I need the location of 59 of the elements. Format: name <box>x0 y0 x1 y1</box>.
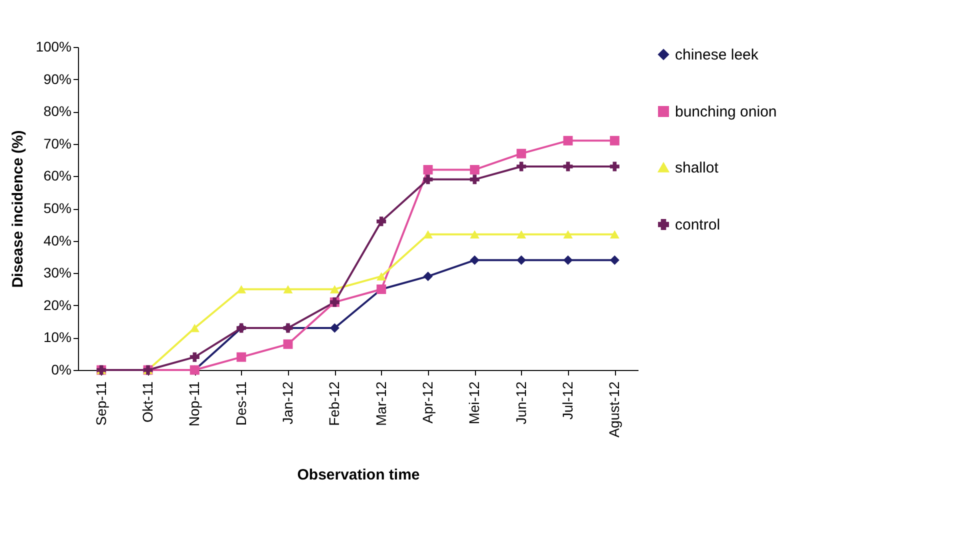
y-axis-title: Disease incidence (%) <box>10 130 27 288</box>
x-tick-label: Mei-12 <box>466 381 482 424</box>
x-tick-label: Jul-12 <box>560 381 576 420</box>
point <box>470 255 480 265</box>
y-tick-label: 50% <box>43 200 72 216</box>
x-tick-label: Apr-12 <box>420 381 436 424</box>
point <box>423 272 433 282</box>
x-tick-label: Jan-12 <box>280 381 296 424</box>
point <box>423 164 433 174</box>
point <box>330 285 340 294</box>
y-tick-label: 30% <box>43 264 72 281</box>
point <box>516 148 526 158</box>
point <box>563 230 573 238</box>
point <box>376 272 386 280</box>
legend-label: bunching onion <box>675 104 777 120</box>
y-tick-label: 40% <box>43 232 72 248</box>
point <box>423 174 433 184</box>
point <box>470 164 480 174</box>
x-tick-label: Mar-12 <box>372 381 389 426</box>
x-tick-label: Des-11 <box>232 381 249 426</box>
x-tick-label: Nop-11 <box>186 381 202 426</box>
legend-label: chinese leek <box>675 46 759 64</box>
x-tick-label: Sep-11 <box>92 381 109 426</box>
legend-label: shallot <box>675 160 720 176</box>
y-tick-label: 70% <box>43 135 72 152</box>
point <box>236 285 246 294</box>
point <box>610 230 620 238</box>
x-tick-label: Agust-12 <box>606 381 622 438</box>
point <box>610 136 620 146</box>
point <box>516 255 526 265</box>
point <box>516 162 526 172</box>
point <box>236 352 246 362</box>
point <box>283 339 293 349</box>
y-tick-label: 10% <box>43 329 72 346</box>
x-tick-label: Jun-12 <box>512 381 529 424</box>
point <box>563 162 573 172</box>
point <box>283 285 293 294</box>
point <box>610 162 620 172</box>
point <box>470 230 480 238</box>
legend-label: control <box>675 216 720 234</box>
x-tick-label: Okt-11 <box>140 381 156 422</box>
x-axis-title: Observation time <box>297 466 420 484</box>
point <box>190 324 200 332</box>
point <box>376 216 386 226</box>
point <box>610 255 620 265</box>
point <box>470 174 480 184</box>
point <box>516 230 526 238</box>
x-tick-label: Feb-12 <box>326 381 342 426</box>
point <box>423 230 433 238</box>
y-tick-label: 100% <box>36 38 72 54</box>
point <box>563 255 573 265</box>
y-tick-label: 20% <box>43 296 72 313</box>
point <box>190 352 200 362</box>
y-tick-label: 80% <box>43 103 72 120</box>
point <box>563 136 573 146</box>
y-tick-label: 60% <box>43 168 72 184</box>
y-tick-label: 0% <box>51 362 72 378</box>
y-tick-label: 90% <box>43 70 72 87</box>
point <box>330 323 340 333</box>
